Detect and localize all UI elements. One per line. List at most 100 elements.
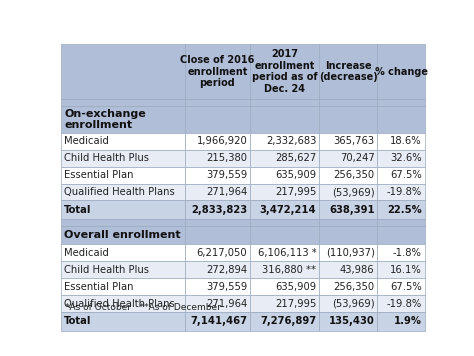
Text: 379,559: 379,559 xyxy=(206,170,247,180)
Bar xyxy=(250,99,319,106)
Bar xyxy=(377,261,425,278)
Text: Qualified Health Plans: Qualified Health Plans xyxy=(64,299,175,309)
Text: Total: Total xyxy=(64,316,91,326)
Bar xyxy=(377,245,425,261)
Text: 635,909: 635,909 xyxy=(275,170,316,180)
Text: 379,559: 379,559 xyxy=(206,282,247,292)
Bar xyxy=(377,106,425,133)
Text: % change: % change xyxy=(374,67,428,77)
Bar xyxy=(61,219,185,226)
Bar xyxy=(185,99,250,106)
Bar xyxy=(61,44,185,99)
Bar xyxy=(185,219,250,226)
Bar xyxy=(319,226,377,245)
Bar xyxy=(185,200,250,219)
Text: (53,969): (53,969) xyxy=(332,299,374,309)
Bar xyxy=(185,150,250,167)
Text: 6,217,050: 6,217,050 xyxy=(197,248,247,258)
Bar xyxy=(377,312,425,331)
Bar xyxy=(61,200,185,219)
Text: 2,833,823: 2,833,823 xyxy=(191,205,247,215)
Bar xyxy=(250,106,319,133)
Text: 217,995: 217,995 xyxy=(275,299,316,309)
Bar xyxy=(250,219,319,226)
Bar xyxy=(319,219,377,226)
Text: 1,966,920: 1,966,920 xyxy=(197,136,247,146)
Bar xyxy=(61,150,185,167)
Bar xyxy=(185,184,250,200)
Bar xyxy=(377,150,425,167)
Bar xyxy=(185,261,250,278)
Bar xyxy=(319,150,377,167)
Bar xyxy=(319,295,377,312)
Bar xyxy=(250,200,319,219)
Bar xyxy=(377,226,425,245)
Text: Total: Total xyxy=(64,205,91,215)
Bar xyxy=(377,167,425,184)
Text: 70,247: 70,247 xyxy=(340,153,374,163)
Bar xyxy=(377,278,425,295)
Bar xyxy=(319,133,377,150)
Bar xyxy=(61,245,185,261)
Bar xyxy=(319,167,377,184)
Bar xyxy=(185,245,250,261)
Bar xyxy=(377,44,425,99)
Text: 1.9%: 1.9% xyxy=(394,316,422,326)
Bar xyxy=(61,226,185,245)
Text: 635,909: 635,909 xyxy=(275,282,316,292)
Bar xyxy=(61,106,185,133)
Text: Overall enrollment: Overall enrollment xyxy=(64,230,181,240)
Text: -19.8%: -19.8% xyxy=(387,187,422,197)
Bar xyxy=(319,44,377,99)
Bar xyxy=(319,106,377,133)
Text: 6,106,113 *: 6,106,113 * xyxy=(257,248,316,258)
Text: Child Health Plus: Child Health Plus xyxy=(64,153,149,163)
Text: 16.1%: 16.1% xyxy=(390,265,422,275)
Text: 2,332,683: 2,332,683 xyxy=(266,136,316,146)
Text: 365,763: 365,763 xyxy=(333,136,374,146)
Bar xyxy=(319,312,377,331)
Bar xyxy=(319,99,377,106)
Text: On-exchange
enrollment: On-exchange enrollment xyxy=(64,109,146,130)
Text: 67.5%: 67.5% xyxy=(390,282,422,292)
Bar xyxy=(319,261,377,278)
Bar xyxy=(250,150,319,167)
Bar xyxy=(185,133,250,150)
Text: 272,894: 272,894 xyxy=(206,265,247,275)
Bar xyxy=(185,106,250,133)
Bar xyxy=(185,295,250,312)
Text: *As of October   **As of December: *As of October **As of December xyxy=(65,303,220,312)
Bar xyxy=(377,184,425,200)
Text: 271,964: 271,964 xyxy=(206,299,247,309)
Bar xyxy=(250,278,319,295)
Bar xyxy=(319,278,377,295)
Bar xyxy=(250,184,319,200)
Text: Child Health Plus: Child Health Plus xyxy=(64,265,149,275)
Text: 217,995: 217,995 xyxy=(275,187,316,197)
Bar xyxy=(377,99,425,106)
Text: 3,472,214: 3,472,214 xyxy=(260,205,316,215)
Bar xyxy=(185,278,250,295)
Bar xyxy=(185,312,250,331)
Bar xyxy=(250,226,319,245)
Bar xyxy=(61,278,185,295)
Bar xyxy=(377,295,425,312)
Bar xyxy=(61,261,185,278)
Bar xyxy=(250,133,319,150)
Text: 256,350: 256,350 xyxy=(333,170,374,180)
Bar xyxy=(319,245,377,261)
Text: Increase
(decrease): Increase (decrease) xyxy=(319,61,378,82)
Bar xyxy=(250,245,319,261)
Text: -19.8%: -19.8% xyxy=(387,299,422,309)
Bar xyxy=(61,133,185,150)
Bar xyxy=(185,226,250,245)
Text: 316,880 **: 316,880 ** xyxy=(262,265,316,275)
Text: 638,391: 638,391 xyxy=(329,205,374,215)
Bar xyxy=(319,200,377,219)
Bar xyxy=(250,44,319,99)
Text: 22.5%: 22.5% xyxy=(387,205,422,215)
Bar xyxy=(61,167,185,184)
Bar xyxy=(185,44,250,99)
Text: 7,276,897: 7,276,897 xyxy=(260,316,316,326)
Bar xyxy=(250,295,319,312)
